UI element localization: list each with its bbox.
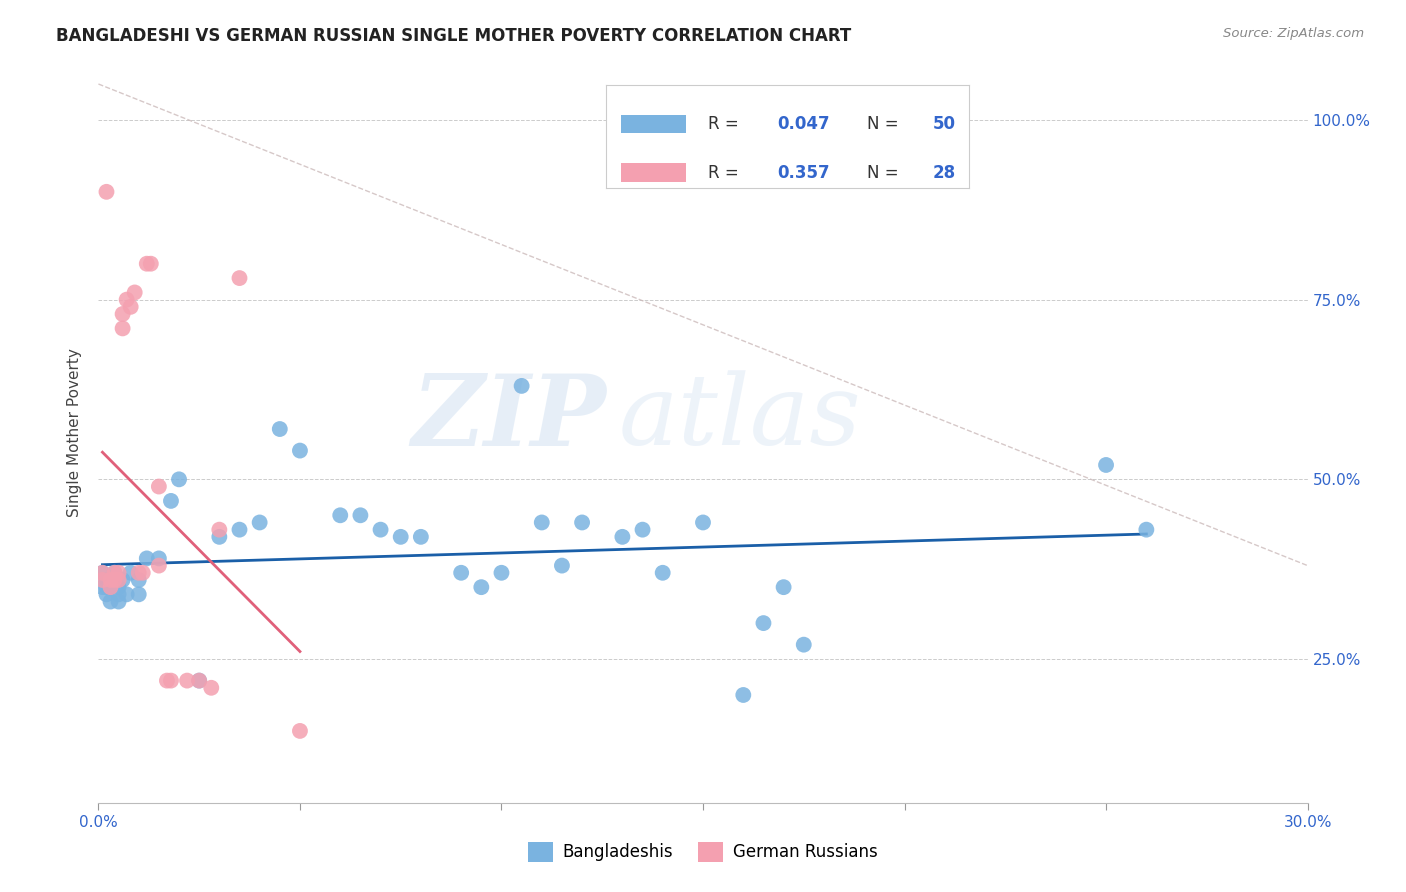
- Point: [96, 185, 118, 199]
- Point: [551, 558, 574, 573]
- Point: [135, 551, 157, 566]
- Point: [409, 530, 432, 544]
- Point: [772, 580, 794, 594]
- Text: atlas: atlas: [619, 370, 860, 466]
- Y-axis label: Single Mother Poverty: Single Mother Poverty: [67, 348, 83, 517]
- Point: [100, 573, 122, 587]
- Point: [793, 638, 815, 652]
- Point: [135, 257, 157, 271]
- Point: [571, 516, 593, 530]
- Point: [208, 523, 231, 537]
- Point: [389, 530, 412, 544]
- Point: [349, 508, 371, 523]
- Point: [329, 508, 352, 523]
- Point: [1135, 523, 1157, 537]
- Point: [107, 566, 129, 580]
- Point: [188, 673, 211, 688]
- Point: [91, 573, 114, 587]
- Point: [156, 673, 179, 688]
- Point: [100, 573, 122, 587]
- Point: [128, 573, 150, 587]
- Point: [91, 580, 114, 594]
- Point: [470, 580, 492, 594]
- Point: [100, 580, 122, 594]
- Point: [120, 566, 142, 580]
- Point: [167, 472, 190, 486]
- Point: [111, 321, 134, 335]
- Point: [228, 271, 250, 285]
- Point: [176, 673, 198, 688]
- Point: [288, 443, 311, 458]
- Point: [1095, 458, 1118, 472]
- Point: [96, 587, 118, 601]
- Point: [733, 688, 755, 702]
- Point: [107, 573, 129, 587]
- Point: [103, 573, 125, 587]
- Point: [120, 300, 142, 314]
- Point: [103, 566, 125, 580]
- Point: [752, 616, 775, 631]
- Point: [111, 573, 134, 587]
- Point: [208, 530, 231, 544]
- Point: [148, 479, 170, 493]
- Point: [249, 516, 271, 530]
- Point: [228, 523, 250, 537]
- Point: [450, 566, 472, 580]
- Point: [612, 530, 634, 544]
- Point: [124, 285, 146, 300]
- Point: [100, 594, 122, 608]
- Legend: Bangladeshis, German Russians: Bangladeshis, German Russians: [522, 835, 884, 869]
- Point: [91, 566, 114, 580]
- Point: [370, 523, 392, 537]
- Point: [111, 307, 134, 321]
- Text: ZIP: ZIP: [412, 369, 606, 466]
- Point: [510, 379, 533, 393]
- Point: [96, 573, 118, 587]
- Point: [288, 723, 311, 738]
- Point: [139, 257, 162, 271]
- Point: [103, 573, 125, 587]
- Point: [100, 580, 122, 594]
- Point: [115, 587, 138, 601]
- Text: Source: ZipAtlas.com: Source: ZipAtlas.com: [1223, 27, 1364, 40]
- Point: [200, 681, 222, 695]
- Point: [160, 673, 183, 688]
- Point: [107, 580, 129, 594]
- Text: BANGLADESHI VS GERMAN RUSSIAN SINGLE MOTHER POVERTY CORRELATION CHART: BANGLADESHI VS GERMAN RUSSIAN SINGLE MOT…: [56, 27, 852, 45]
- Point: [692, 516, 714, 530]
- Point: [148, 558, 170, 573]
- Point: [530, 516, 553, 530]
- Point: [491, 566, 513, 580]
- Point: [132, 566, 155, 580]
- Point: [91, 566, 114, 580]
- Point: [188, 673, 211, 688]
- Point: [128, 587, 150, 601]
- Point: [115, 293, 138, 307]
- Point: [631, 523, 654, 537]
- Point: [128, 566, 150, 580]
- Point: [269, 422, 291, 436]
- Point: [107, 587, 129, 601]
- Point: [107, 594, 129, 608]
- Point: [96, 580, 118, 594]
- Point: [651, 566, 673, 580]
- Point: [160, 494, 183, 508]
- Point: [148, 551, 170, 566]
- Point: [103, 566, 125, 580]
